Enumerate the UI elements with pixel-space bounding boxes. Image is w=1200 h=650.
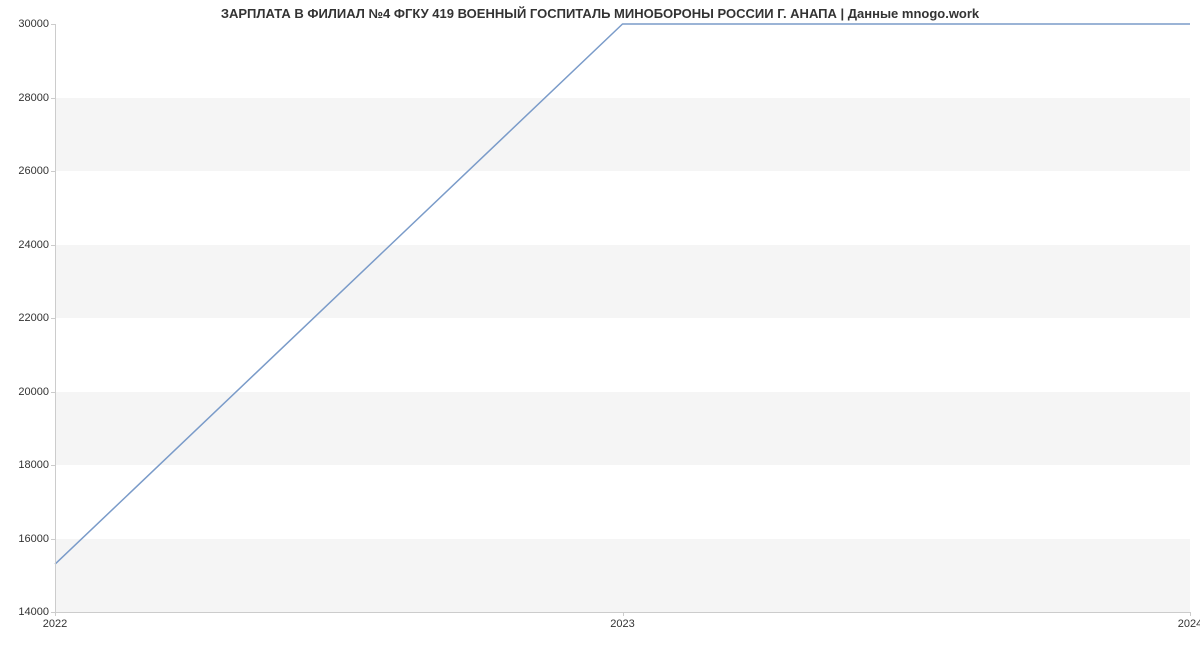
y-axis-tick-label: 22000: [18, 312, 55, 324]
y-axis-line: [55, 24, 56, 612]
y-axis-tick-label: 16000: [18, 533, 55, 545]
x-axis-line: [55, 612, 1190, 613]
line-layer: [55, 24, 1190, 612]
y-axis-tick-label: 30000: [18, 18, 55, 30]
x-axis-tick-label: 2024: [1178, 612, 1200, 630]
y-axis-tick-label: 26000: [18, 165, 55, 177]
y-axis-tick-label: 18000: [18, 459, 55, 471]
chart-title: ЗАРПЛАТА В ФИЛИАЛ №4 ФГКУ 419 ВОЕННЫЙ ГО…: [0, 6, 1200, 21]
chart-container: ЗАРПЛАТА В ФИЛИАЛ №4 ФГКУ 419 ВОЕННЫЙ ГО…: [0, 0, 1200, 650]
y-axis-tick-label: 20000: [18, 386, 55, 398]
x-axis-tick-mark: [1190, 612, 1191, 616]
plot-area: 1400016000180002000022000240002600028000…: [55, 24, 1190, 612]
y-axis-tick-label: 28000: [18, 92, 55, 104]
y-axis-tick-label: 24000: [18, 239, 55, 251]
data-line: [55, 24, 1190, 564]
